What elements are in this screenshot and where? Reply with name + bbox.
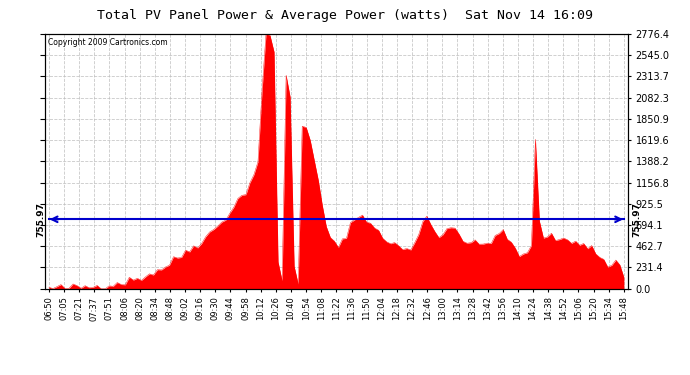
Text: Copyright 2009 Cartronics.com: Copyright 2009 Cartronics.com xyxy=(48,38,168,46)
Text: 755.97: 755.97 xyxy=(37,202,46,237)
Text: 755.97: 755.97 xyxy=(632,202,641,237)
Text: Total PV Panel Power & Average Power (watts)  Sat Nov 14 16:09: Total PV Panel Power & Average Power (wa… xyxy=(97,9,593,22)
